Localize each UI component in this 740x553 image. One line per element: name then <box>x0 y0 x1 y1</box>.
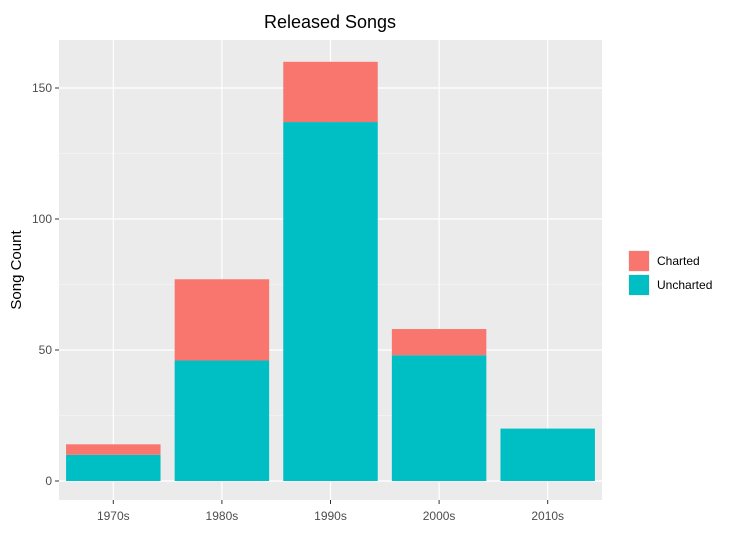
y-axis-title: Song Count <box>8 230 25 310</box>
x-tick-label: 2000s <box>423 509 456 523</box>
bar-charted-1970s <box>66 444 161 455</box>
bar-uncharted-2010s <box>500 428 595 481</box>
bar-uncharted-1970s <box>66 454 161 481</box>
bar-uncharted-1980s <box>174 360 270 481</box>
legend-swatch-charted <box>629 251 649 271</box>
bar-charted-1990s <box>283 61 378 123</box>
bar-uncharted-2000s <box>391 355 487 481</box>
legend-swatch-uncharted <box>629 275 649 295</box>
x-tick-label: 2010s <box>531 509 564 523</box>
bar-uncharted-1990s <box>283 122 378 481</box>
x-axis: 1970s 1980s 1990s 2000s 2010s <box>97 500 564 523</box>
legend-label-uncharted: Uncharted <box>657 278 712 292</box>
legend: Charted Uncharted <box>628 250 712 296</box>
x-tick-label: 1970s <box>97 509 130 523</box>
legend-label-charted: Charted <box>657 254 700 268</box>
y-axis: 0 50 100 150 <box>32 81 59 488</box>
y-tick-label: 100 <box>32 212 52 226</box>
x-tick-label: 1990s <box>314 509 347 523</box>
chart-title: Released Songs <box>264 12 396 32</box>
bars <box>66 61 595 481</box>
x-tick-label: 1980s <box>206 509 239 523</box>
y-tick-label: 50 <box>39 343 53 357</box>
bar-charted-2000s <box>391 329 487 356</box>
y-tick-label: 0 <box>45 474 52 488</box>
y-tick-label: 150 <box>32 81 52 95</box>
bar-charted-1980s <box>174 279 270 361</box>
